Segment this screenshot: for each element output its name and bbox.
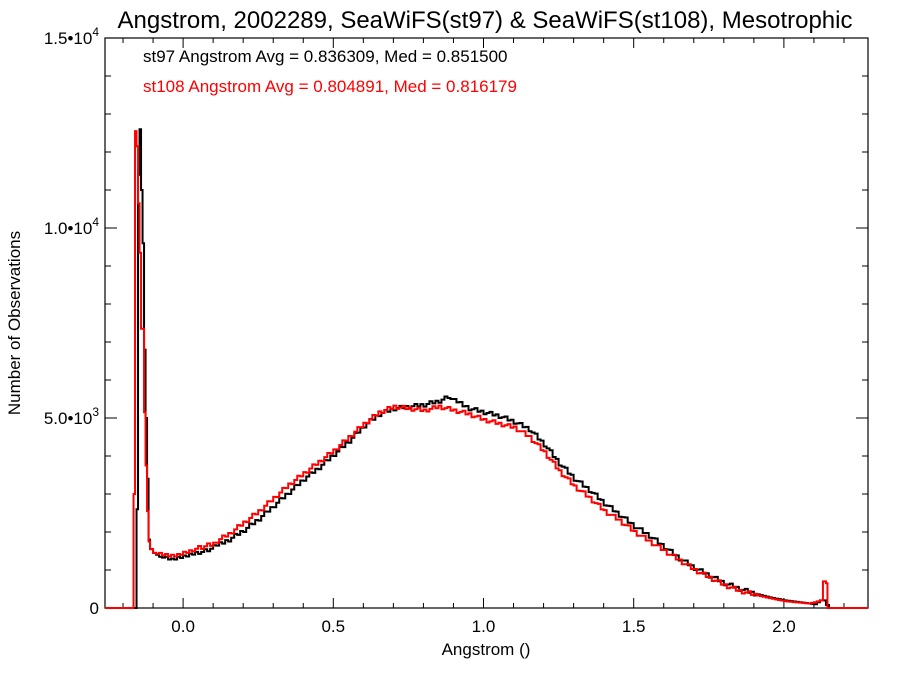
y-tick-label: 1.5•104 [44, 25, 100, 48]
x-tick-labels: 0.0 0.5 1.0 1.5 2.0 [171, 617, 795, 636]
st108-stats-label: st108 Angstrom Avg = 0.804891, Med = 0.8… [143, 77, 517, 96]
chart-title: Angstrom, 2002289, SeaWiFS(st97) & SeaWi… [118, 7, 853, 34]
x-tick-label: 1.0 [472, 617, 496, 636]
st97-histogram-line [105, 128, 868, 609]
y-tick-mantissa: 1.5•10 [44, 29, 93, 48]
y-tick-exponent: 4 [92, 25, 99, 39]
x-tick-label: 2.0 [772, 617, 796, 636]
x-axis-label: Angstrom () [442, 640, 531, 659]
series-layer [105, 128, 868, 609]
st97-stats-label: st97 Angstrom Avg = 0.836309, Med = 0.85… [143, 47, 508, 66]
x-tick-label: 1.5 [622, 617, 646, 636]
y-tick-label: 1.0•104 [44, 215, 100, 238]
y-axis-label: Number of Observations [5, 231, 24, 415]
plot-frame [104, 37, 869, 609]
y-tick-mantissa: 5.0•10 [44, 409, 93, 428]
st108-histogram-line [105, 130, 868, 609]
y-tick-label: 0 [90, 599, 99, 618]
y-tick-exponent: 4 [92, 215, 99, 229]
y-tick-mantissa: 0 [90, 599, 99, 618]
x-tick-label: 0.5 [321, 617, 345, 636]
x-tick-label: 0.0 [171, 617, 195, 636]
axis-ticks [105, 37, 868, 609]
y-tick-mantissa: 1.0•10 [44, 219, 93, 238]
y-tick-label: 5.0•103 [44, 405, 100, 428]
y-tick-exponent: 3 [92, 405, 99, 419]
